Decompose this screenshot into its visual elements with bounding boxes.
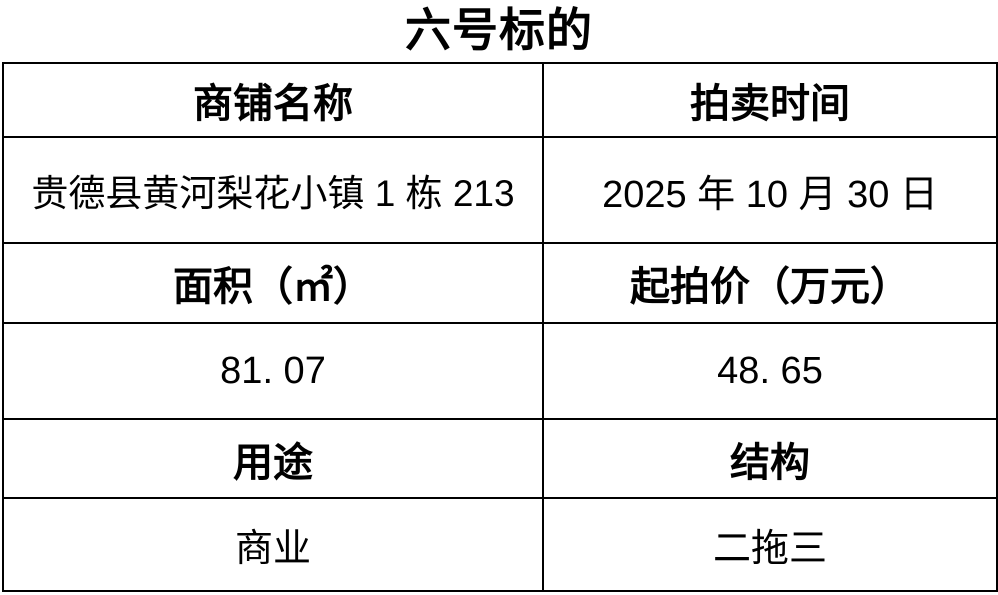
table-row-values-1: 贵德县黄河梨花小镇 1 栋 213 2025 年 10 月 30 日: [2, 136, 998, 244]
area-value: 81. 07: [2, 322, 544, 420]
auction-time-value: 2025 年 10 月 30 日: [542, 136, 998, 244]
starting-price-header: 起拍价（万元）: [542, 242, 998, 324]
auction-lot-table: 商铺名称 拍卖时间 贵德县黄河梨花小镇 1 栋 213 2025 年 10 月 …: [2, 62, 998, 592]
auction-time-header: 拍卖时间: [542, 62, 998, 138]
shop-name-header: 商铺名称: [2, 62, 544, 138]
structure-value: 二拖三: [542, 497, 998, 592]
starting-price-value: 48. 65: [542, 322, 998, 420]
table-row-values-2: 81. 07 48. 65: [2, 322, 998, 420]
shop-name-value: 贵德县黄河梨花小镇 1 栋 213: [2, 136, 544, 244]
table-row-headers-1: 商铺名称 拍卖时间: [2, 62, 998, 138]
table-row-values-3: 商业 二拖三: [2, 497, 998, 592]
usage-value: 商业: [2, 497, 544, 592]
page-title: 六号标的: [405, 5, 593, 56]
structure-header: 结构: [542, 418, 998, 499]
usage-header: 用途: [2, 418, 544, 499]
area-header: 面积（㎡）: [2, 242, 544, 324]
table-row-headers-3: 用途 结构: [2, 418, 998, 499]
table-row-headers-2: 面积（㎡） 起拍价（万元）: [2, 242, 998, 324]
